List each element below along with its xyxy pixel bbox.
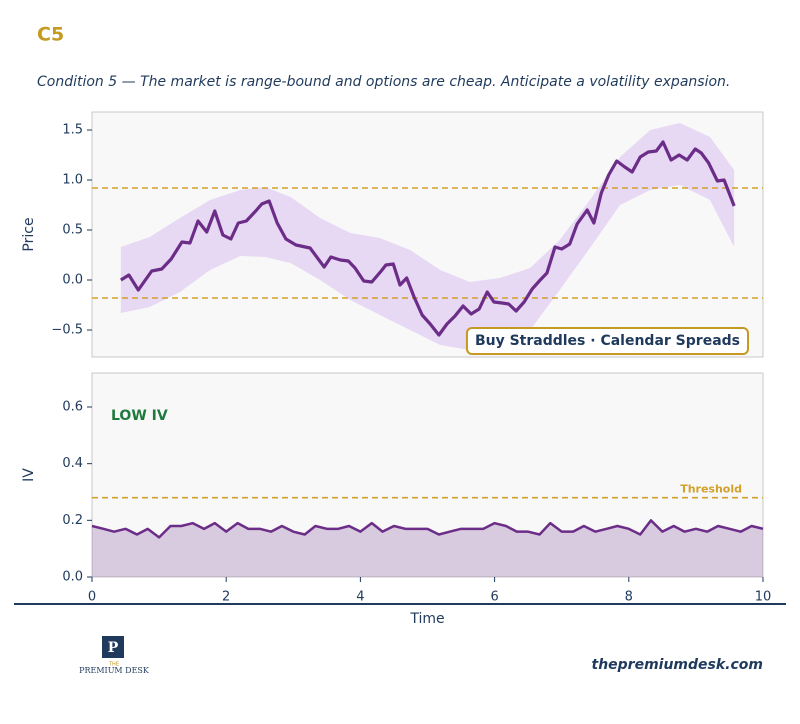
y-tick-label: 0.6: [62, 400, 83, 415]
annotation: Buy Straddles · Calendar Spreads: [465, 327, 749, 355]
y-tick-label: 0.5: [62, 223, 83, 238]
y-tick-label: 0.0: [62, 273, 83, 288]
x-tick-label: 2: [222, 590, 230, 605]
x-tick-label: 4: [356, 590, 364, 605]
y-axis-label: Price: [21, 217, 37, 251]
logo: P THE PREMIUM DESK: [79, 636, 150, 675]
page-title: C5: [37, 24, 64, 46]
subtitle: Condition 5 — The market is range-bound …: [37, 74, 730, 90]
y-tick-label: 0.4: [62, 456, 83, 471]
x-tick-label: 6: [490, 590, 498, 605]
threshold-label: Threshold: [680, 483, 742, 496]
annotation-box: [465, 327, 749, 355]
y-tick-label: −0.5: [51, 323, 83, 338]
y-tick-label: 1.0: [62, 173, 83, 188]
x-tick-label: 8: [625, 590, 633, 605]
x-axis-label: Time: [409, 611, 444, 627]
iv-area: [92, 520, 763, 577]
y-tick-label: 1.5: [62, 123, 83, 138]
plot-area: [91, 372, 764, 578]
annotation: LOW IV: [111, 408, 168, 424]
y-tick-label: 0.0: [62, 570, 83, 585]
logo-letter: P: [108, 640, 119, 656]
x-tick-label: 10: [755, 590, 772, 605]
logo-text: PREMIUM DESK: [79, 666, 150, 675]
logo-top: THE: [108, 662, 119, 668]
annotation-text: Buy Straddles · Calendar Spreads: [475, 333, 740, 349]
x-tick-label: 0: [88, 590, 96, 605]
band: [120, 123, 735, 350]
price-line: [120, 140, 736, 337]
y-tick-label: 0.2: [62, 513, 83, 528]
logo-icon: [102, 636, 124, 658]
y-axis-label: IV: [21, 468, 37, 482]
footer-url: thepremiumdesk.com: [592, 657, 764, 673]
iv-line: [91, 519, 764, 539]
